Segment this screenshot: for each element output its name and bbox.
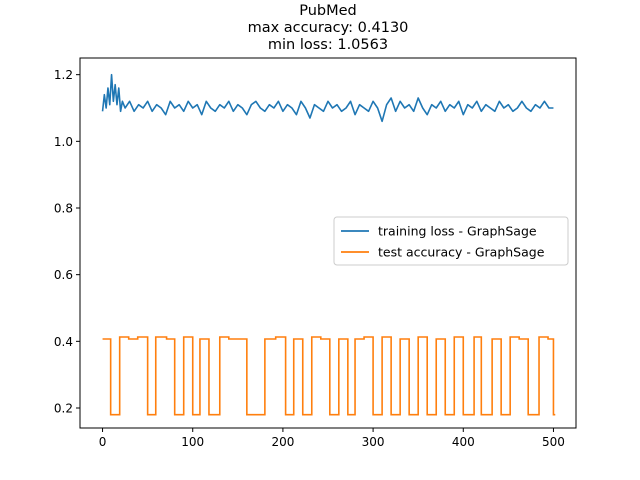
series-line-training-loss [101, 73, 554, 123]
axes-frame [79, 57, 577, 429]
y-tick-label: 0.8 [54, 202, 73, 216]
y-tick-label: 0.4 [54, 335, 73, 349]
title-line-3: min loss: 1.0563 [268, 37, 388, 53]
y-tick-label: 1.2 [54, 68, 73, 82]
y-tick-label: 0.2 [54, 402, 73, 416]
axis-ticks: 0 100 200 300 400 500 0.2 0.4 0.6 0.8 1.0 1.2 [54, 68, 565, 449]
series-line-test-accuracy [102, 336, 556, 416]
x-tick-label: 300 [362, 435, 385, 449]
x-tick-label: 400 [452, 435, 475, 449]
legend-label-test-accuracy: test accuracy - GraphSage [378, 245, 545, 260]
x-tick-label: 200 [271, 435, 294, 449]
x-tick-label: 100 [181, 435, 204, 449]
plot-area [101, 73, 556, 416]
y-tick-label: 0.6 [54, 268, 73, 282]
chart-title: PubMed max accuracy: 0.4130 min loss: 1.… [248, 3, 409, 53]
title-line-2: max accuracy: 0.4130 [248, 20, 409, 36]
y-tick-label: 1.0 [54, 135, 73, 149]
x-tick-label: 0 [99, 435, 107, 449]
legend-label-training-loss: training loss - GraphSage [378, 224, 537, 239]
title-line-1: PubMed [299, 3, 357, 19]
x-tick-label: 500 [542, 435, 565, 449]
legend: training loss - GraphSage test accuracy … [333, 216, 569, 266]
legend-box [333, 216, 569, 266]
